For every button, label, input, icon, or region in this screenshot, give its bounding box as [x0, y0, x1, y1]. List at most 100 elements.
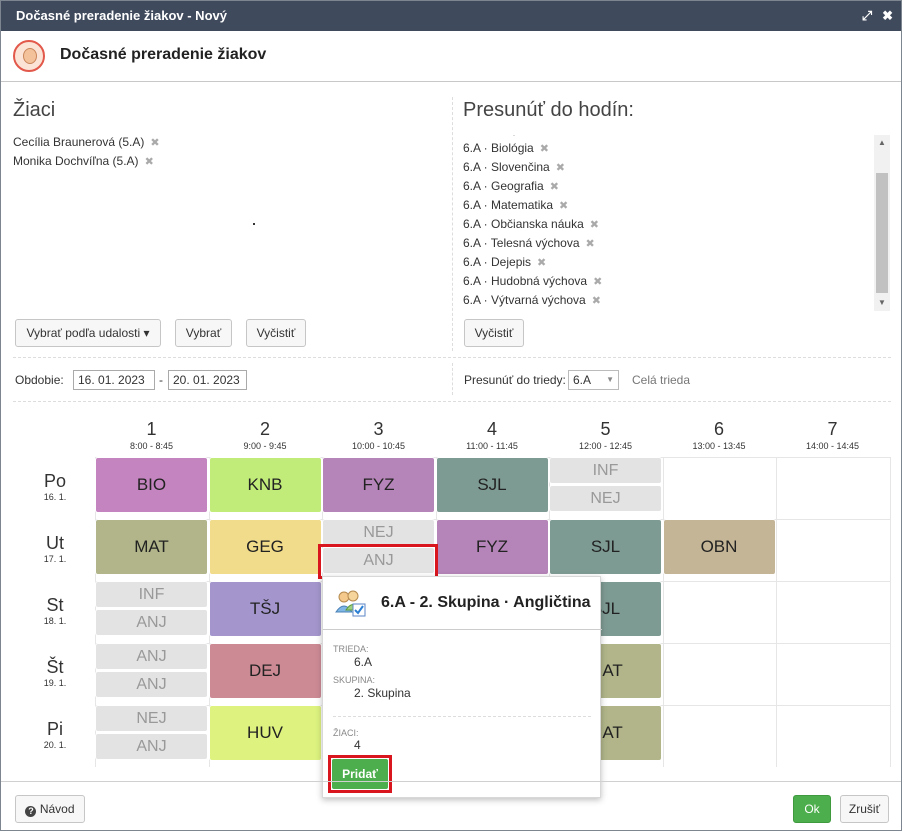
maximize-icon[interactable]: ⤢	[861, 8, 873, 23]
lesson-item: 6.A · Geografia ✖	[463, 177, 873, 196]
period-number: 6	[713, 419, 724, 439]
remove-icon[interactable]: ✖	[591, 295, 601, 307]
lesson-cell[interactable]: TŠJ	[208, 581, 322, 637]
move-class-label: Presunúť do triedy:	[464, 373, 566, 387]
day-date: 17. 1.	[43, 554, 67, 564]
period-header: 1 8:00 - 8:45	[95, 419, 208, 451]
student-name: Monika Dochvíľna (5.A)	[13, 154, 139, 168]
date-to-input[interactable]: 20. 01. 2023	[168, 370, 247, 390]
lesson-cell[interactable]: BIO	[95, 457, 208, 513]
date-from-input[interactable]: 16. 01. 2023	[73, 370, 155, 390]
lesson-item: 6.A · Dejepis ✖	[463, 253, 873, 272]
help-label: Návod	[39, 802, 75, 816]
ok-button[interactable]: Ok	[793, 795, 831, 823]
cancel-button[interactable]: Zrušiť	[840, 795, 889, 823]
lesson-cell[interactable]: SJL	[549, 519, 662, 575]
scroll-up-icon[interactable]: ▲	[878, 138, 886, 147]
highlight-box	[328, 755, 392, 793]
day-header: St 18. 1.	[15, 595, 95, 626]
lesson-name: 6.A · Geografia	[463, 179, 544, 193]
remove-icon[interactable]: ✖	[559, 200, 569, 212]
lesson-cell[interactable]: SJL	[435, 457, 549, 513]
remove-icon[interactable]: ✖	[555, 162, 565, 174]
day-name: St	[46, 595, 64, 615]
grid-line	[662, 457, 664, 767]
students-count-label: ŽIACI:	[333, 728, 359, 738]
lesson-name: 6.A · Telesná výchova	[463, 236, 580, 250]
day-name: Pi	[46, 719, 63, 739]
close-icon[interactable]: ✖	[882, 8, 893, 23]
clear-lessons-button[interactable]: Vyčistiť	[464, 319, 524, 347]
lesson-cell[interactable]: GEG	[208, 519, 322, 575]
scrollbar[interactable]: ▲ ▼	[874, 135, 890, 311]
period-number: 2	[259, 419, 270, 439]
help-button[interactable]: ? Návod	[15, 795, 85, 823]
title-bar: Dočasné preradenie žiakov - Nový ⤢ ✖	[1, 1, 901, 31]
scroll-down-icon[interactable]: ▼	[878, 298, 886, 307]
period-time: 8:00 - 8:45	[129, 441, 174, 451]
lesson-cell[interactable]: OBN	[662, 519, 776, 575]
whole-class-link[interactable]: Celá trieda	[632, 373, 691, 387]
day-header: Pi 20. 1.	[15, 719, 95, 750]
lesson-popup: 6.A - 2. Skupina · Angličtina TRIEDA: 6.…	[322, 576, 602, 798]
remove-icon[interactable]: ✖	[549, 181, 559, 193]
page-title: Dočasné preradenie žiakov	[60, 46, 267, 63]
grid-line	[889, 457, 891, 767]
remove-icon[interactable]: ✖	[593, 276, 603, 288]
day-name: Po	[43, 471, 67, 491]
lesson-name: 6.A · Biológia	[463, 141, 534, 155]
lesson-cell[interactable]: NEJ	[95, 705, 208, 732]
remove-icon[interactable]: ✖	[585, 238, 595, 250]
divider	[452, 363, 453, 395]
lesson-cell[interactable]: NEJ	[322, 519, 435, 546]
lesson-cell[interactable]: ANJ	[95, 643, 208, 670]
add-button[interactable]: Pridať	[332, 759, 388, 789]
lesson-cell[interactable]: HUV	[208, 705, 322, 761]
lesson-cell[interactable]: KNB	[208, 457, 322, 513]
lesson-cell[interactable]: FYZ	[435, 519, 549, 575]
remove-icon[interactable]: ✖	[539, 143, 549, 155]
lesson-cell[interactable]: NEJ	[549, 485, 662, 512]
lesson-name: 6.A · Matematika	[463, 198, 554, 212]
lesson-cell[interactable]: ANJ	[95, 671, 208, 698]
day-header: Po 16. 1.	[15, 471, 95, 502]
class-select[interactable]: 6.A ▼	[568, 370, 619, 390]
highlight-box	[318, 544, 438, 579]
dot	[253, 223, 255, 225]
select-by-event-button[interactable]: Vybrať podľa udalosti ▾	[15, 319, 161, 347]
day-date: 18. 1.	[43, 616, 67, 626]
lesson-cell[interactable]: DEJ	[208, 643, 322, 699]
chevron-down-icon: ▼	[606, 375, 614, 384]
day-date: 20. 1.	[43, 740, 67, 750]
period-header: 3 10:00 - 10:45	[322, 419, 435, 451]
period-header: 2 9:00 - 9:45	[209, 419, 322, 451]
lesson-cell[interactable]: INF	[549, 457, 662, 484]
lesson-cell[interactable]: INF	[95, 581, 208, 608]
remove-icon[interactable]: ✖	[537, 257, 547, 269]
lesson-cell[interactable]: ANJ	[95, 733, 208, 760]
period-header: 4 11:00 - 11:45	[436, 419, 549, 451]
lesson-name: 6.A · Občianska náuka	[463, 217, 584, 231]
lesson-item: 6.A · Občianska náuka ✖	[463, 215, 873, 234]
lesson-cell[interactable]: MAT	[95, 519, 208, 575]
period-time: 14:00 - 14:45	[805, 441, 860, 451]
period-time: 11:00 - 11:45	[466, 441, 518, 451]
lesson-name: 6.A · Hudobná výchova	[463, 274, 588, 288]
select-button[interactable]: Vybrať	[175, 319, 232, 347]
clear-students-button[interactable]: Vyčistiť	[246, 319, 306, 347]
lesson-cell[interactable]: ANJ	[95, 609, 208, 636]
scrollbar-thumb[interactable]	[876, 173, 888, 293]
lesson-item: 6.A · Biológia ✖	[463, 139, 873, 158]
lesson-cell[interactable]: FYZ	[322, 457, 435, 513]
student-avatar-icon	[13, 40, 45, 72]
remove-icon[interactable]: ✖	[589, 219, 599, 231]
period-time: 9:00 - 9:45	[243, 441, 287, 451]
period-time: 10:00 - 10:45	[351, 441, 406, 451]
remove-icon[interactable]: ✖	[150, 137, 160, 149]
day-header: Št 19. 1.	[15, 657, 95, 688]
remove-icon[interactable]: ✖	[144, 156, 154, 168]
lesson-name: 6.A · Slovenčina	[463, 160, 550, 174]
lesson-cell[interactable]: ANJ	[322, 547, 435, 574]
period-number: 1	[146, 419, 157, 439]
